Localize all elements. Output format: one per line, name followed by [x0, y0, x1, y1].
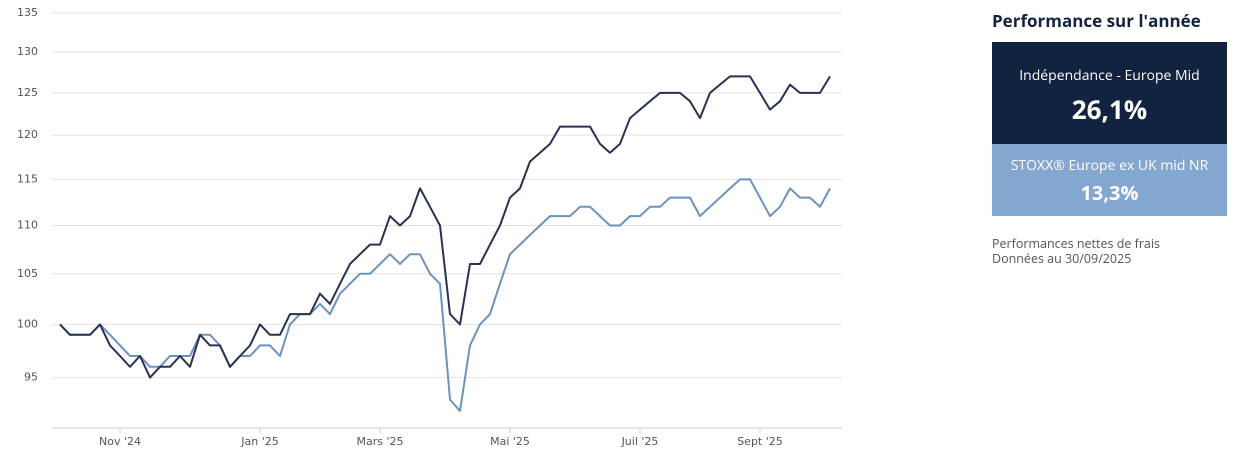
y-tick-label: 105	[17, 267, 38, 280]
performance-panel: Performance sur l'année Indépendance - E…	[992, 8, 1227, 266]
x-tick-label: Mai '25	[490, 435, 530, 448]
series-line	[59, 75, 831, 379]
fund-name: Indépendance - Europe Mid	[1019, 66, 1200, 85]
index-name: STOXX® Europe ex UK mid NR	[1010, 156, 1209, 175]
y-tick-label: 120	[17, 128, 38, 141]
index-performance: 13,3%	[1080, 179, 1139, 206]
series-line	[59, 178, 831, 412]
notes: Performances nettes de frais Données au …	[992, 236, 1227, 266]
fund-performance: 26,1%	[1071, 91, 1148, 127]
y-tick-label: 95	[24, 371, 38, 384]
y-tick-label: 110	[17, 219, 38, 232]
panel-title: Performance sur l'année	[992, 9, 1201, 32]
index-box: STOXX® Europe ex UK mid NR 13,3%	[992, 144, 1227, 216]
x-tick-label: Mars '25	[356, 435, 403, 448]
y-tick-label: 130	[17, 45, 38, 58]
x-tick-label: Juil '25	[621, 435, 659, 448]
x-tick-label: Jan '25	[240, 435, 278, 448]
note: Performances nettes de frais	[992, 235, 1160, 252]
fund-box: Indépendance - Europe Mid 26,1%	[992, 42, 1227, 144]
chart: 95 100 105 110 115 120 125 130 135 Nov '24 Jan '25…	[17, 6, 842, 448]
y-tick-label: 100	[17, 317, 38, 330]
note: Données au 30/09/2025	[992, 250, 1132, 267]
x-tick-label: Nov '24	[99, 435, 141, 448]
y-tick-label: 115	[17, 172, 38, 185]
x-tick-label: Sept '25	[737, 435, 783, 448]
y-tick-label: 125	[17, 86, 38, 99]
y-tick-label: 135	[17, 6, 38, 19]
